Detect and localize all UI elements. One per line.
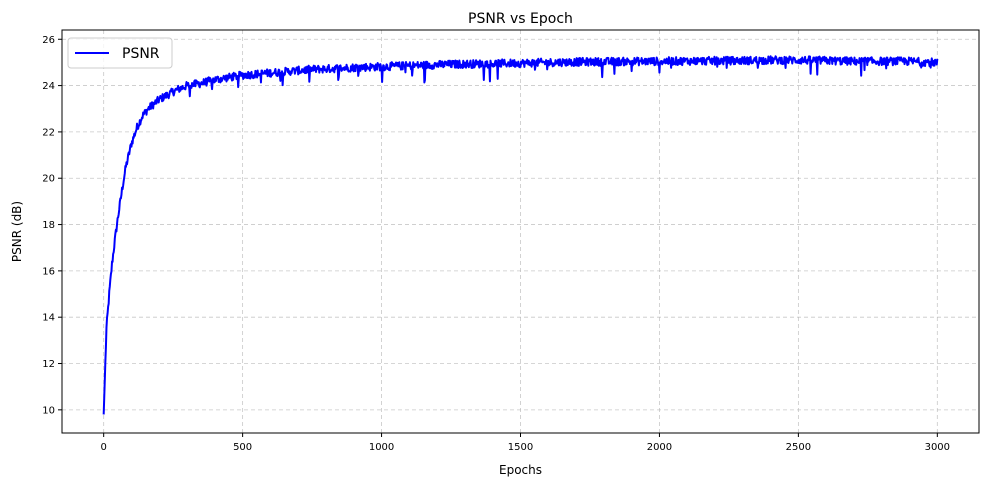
x-tick-label: 1000 [369, 442, 394, 453]
x-tick-label: 1500 [508, 442, 533, 453]
x-tick-label: 500 [233, 442, 252, 453]
legend: PSNR [67, 37, 173, 69]
series-line-psnr [102, 55, 939, 415]
chart-title: PSNR vs Epoch [468, 11, 573, 27]
y-tick-label: 14 [42, 313, 55, 324]
grid-layer [62, 30, 979, 433]
y-tick-label: 26 [42, 35, 55, 46]
x-tick-label: 3000 [925, 442, 950, 453]
y-tick-label: 24 [42, 81, 55, 92]
y-axis-title: PSNR (dB) [10, 201, 24, 262]
legend-label-psnr: PSNR [122, 46, 160, 62]
tick-layer: 0 500 1000 1500 2000 2500 3000 10 12 14 16 18 20 22 24… [42, 35, 950, 453]
x-tick-label: 2500 [786, 442, 811, 453]
y-tick-label: 16 [42, 266, 55, 277]
legend-box [67, 37, 173, 69]
plot-area [102, 55, 939, 415]
x-axis-title: Epochs [499, 463, 542, 477]
y-tick-label: 10 [42, 405, 55, 416]
y-tick-label: 20 [42, 174, 55, 185]
y-tick-label: 18 [42, 220, 55, 231]
x-tick-label: 0 [100, 442, 106, 453]
y-tick-label: 12 [42, 359, 55, 370]
y-tick-label: 22 [42, 127, 55, 138]
x-tick-label: 2000 [647, 442, 672, 453]
